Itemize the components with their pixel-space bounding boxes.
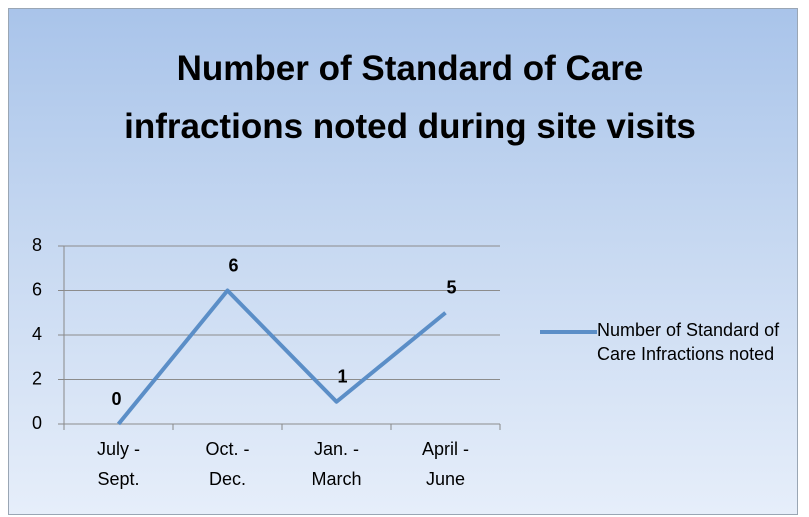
y-tick-label: 4 xyxy=(32,324,42,344)
x-tick-label: Jan. -March xyxy=(311,439,361,489)
data-label: 0 xyxy=(111,389,121,409)
legend-label: Number of Standard of Care Infractions n… xyxy=(597,320,780,364)
data-label: 6 xyxy=(228,255,238,275)
y-tick-label: 2 xyxy=(32,368,42,388)
y-tick-label: 8 xyxy=(32,235,42,255)
data-label: 5 xyxy=(446,278,456,298)
x-tick-label: Oct. -Dec. xyxy=(206,439,250,489)
chart-title: Number of Standard of Care infractions n… xyxy=(124,49,696,146)
chart-frame xyxy=(8,8,798,515)
x-tick-label: July -Sept. xyxy=(97,439,140,489)
data-line xyxy=(116,288,447,426)
data-label: 1 xyxy=(337,367,347,387)
x-tick-label: April -June xyxy=(422,439,469,489)
y-tick-label: 6 xyxy=(32,279,42,299)
y-tick-label: 0 xyxy=(32,413,42,433)
